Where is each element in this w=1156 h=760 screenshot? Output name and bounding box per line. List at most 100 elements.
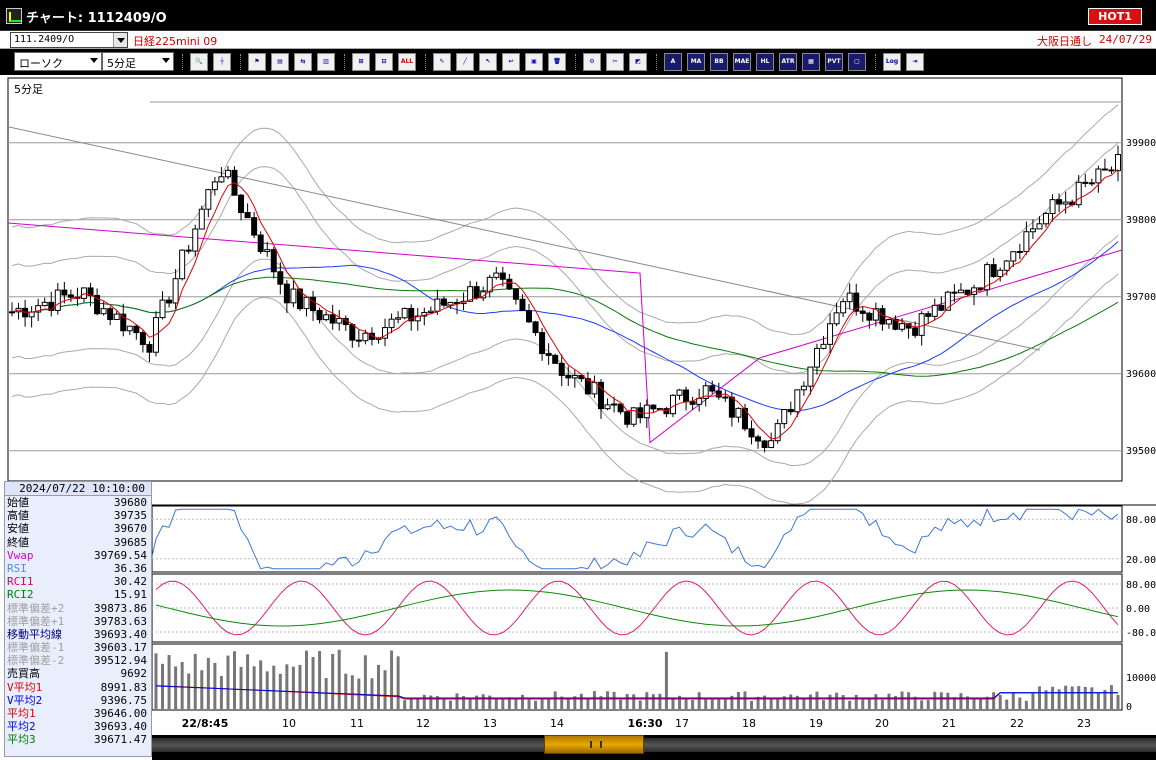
timeframe-select[interactable]: 5分足 — [102, 52, 174, 71]
zoom-button[interactable]: 🔍 — [190, 53, 208, 71]
volume-bar — [1090, 687, 1094, 709]
log-button[interactable]: Log — [883, 53, 901, 71]
bar-mode-2-button[interactable]: ⊟ — [375, 53, 393, 71]
volume-bar — [1024, 700, 1028, 709]
line-tool-button[interactable]: ╱ — [456, 53, 474, 71]
memo-button[interactable]: ▣ — [525, 53, 543, 71]
candle-body — [447, 301, 454, 306]
hot-button[interactable]: HOT1 — [1088, 8, 1142, 25]
pen-button[interactable]: ✎ — [433, 53, 451, 71]
volume-bar — [920, 700, 924, 709]
info-label: 標準偏差-2 — [7, 654, 65, 668]
indicator-1-button[interactable]: A — [664, 53, 682, 71]
all-button[interactable]: ALL — [398, 53, 416, 71]
volume-bar — [1096, 692, 1100, 709]
trash-button[interactable]: 🗑 — [548, 53, 566, 71]
indicator-hl-button[interactable]: HL — [756, 53, 774, 71]
time-tick-label: 22/8:45 — [182, 717, 229, 730]
volume-bar — [704, 698, 708, 709]
settings-button[interactable]: ⚙ — [583, 53, 601, 71]
volume-bar — [782, 696, 786, 709]
candle-body — [87, 287, 94, 297]
compare-button[interactable]: ⇆ — [294, 53, 312, 71]
title-bar[interactable]: チャート: 1112409/O HOT1 — [0, 0, 1156, 31]
candle-body — [355, 339, 362, 342]
chart-style-button[interactable]: ▤ — [271, 53, 289, 71]
indicator-2-button[interactable]: ▦ — [802, 53, 820, 71]
info-label: 標準偏差+1 — [7, 614, 65, 628]
chevron-down-icon[interactable] — [113, 33, 127, 47]
candle-body — [486, 276, 493, 293]
scrollbar-track[interactable] — [152, 738, 1156, 752]
candle-body — [604, 404, 611, 410]
volume-bar — [907, 692, 911, 709]
volume-bar — [200, 670, 204, 709]
volume-bar — [867, 698, 871, 709]
crosshair-button[interactable]: ┼ — [213, 53, 231, 71]
candle-body — [866, 312, 873, 321]
volume-bar — [926, 699, 930, 709]
symbol-select[interactable]: 111.2409/O — [10, 32, 128, 48]
candle-body — [840, 301, 847, 314]
undo-button[interactable]: ↩ — [502, 53, 520, 71]
volume-bar — [979, 698, 983, 709]
tools-button[interactable]: ✂ — [606, 53, 624, 71]
volume-bar — [304, 650, 308, 709]
volume-bar — [815, 691, 819, 709]
candle-body — [290, 288, 297, 304]
volume-bar — [691, 699, 695, 709]
info-panel: 2024/07/22 10:10:00 始値 39680 高値 39735 安値 3967… — [4, 481, 152, 757]
info-label: Vwap — [7, 548, 34, 562]
info-value: 30.42 — [113, 575, 147, 589]
indicator-pvt-button[interactable]: PVT — [825, 53, 843, 71]
volume-tick-label: 10000 — [1126, 673, 1156, 684]
chart-canvas[interactable]: 39900 39800 39700 39600 39500 80.00 20.00 80.00… — [0, 76, 1156, 760]
info-value: 39693.40 — [94, 627, 147, 641]
indicator-mae-button[interactable]: MAE — [733, 53, 751, 71]
candle-body — [532, 321, 539, 334]
info-value: 39685 — [113, 535, 147, 549]
chevron-down-icon[interactable] — [87, 53, 101, 70]
volume-bar — [651, 694, 655, 709]
horizontal-scrollbar[interactable] — [152, 735, 1156, 760]
info-label: 移動平均線 — [7, 627, 62, 641]
indicator-bb-button[interactable]: BB — [710, 53, 728, 71]
rsi-tick-label: 80.00 — [1126, 515, 1156, 526]
candle-body — [853, 292, 860, 312]
chevron-down-icon[interactable] — [159, 53, 173, 70]
candle-body — [552, 354, 559, 364]
toolbar-separator — [575, 54, 577, 70]
candle-body — [984, 264, 991, 291]
chart-type-select[interactable]: ローソク — [14, 52, 102, 71]
indicator-frame-button[interactable]: ▢ — [848, 53, 866, 71]
pointer-button[interactable]: ↖ — [479, 53, 497, 71]
time-tick-label: 10 — [282, 717, 296, 730]
volume-bar — [586, 698, 590, 709]
info-value: 39512.94 — [94, 654, 147, 668]
candle-body — [833, 312, 840, 325]
candle-body — [768, 440, 775, 449]
chart-area[interactable]: 39900 39800 39700 39600 39500 80.00 20.00 80.00… — [0, 76, 1156, 760]
scrollbar-thumb[interactable] — [544, 735, 644, 754]
color-button[interactable]: ◩ — [629, 53, 647, 71]
volume-bar — [527, 699, 531, 709]
bar-mode-button[interactable]: ⊞ — [352, 53, 370, 71]
volume-bar — [219, 676, 223, 709]
indicator-atr-button[interactable]: ATR — [779, 53, 797, 71]
candle-body — [519, 298, 526, 312]
lock-button[interactable]: ▥ — [317, 53, 335, 71]
info-value: 9396.75 — [100, 693, 147, 707]
candle-mark-button[interactable]: ⚑ — [248, 53, 266, 71]
indicator-ma-button[interactable]: MA — [687, 53, 705, 71]
candle-body — [800, 385, 807, 391]
candle-body — [493, 272, 500, 278]
std-band-line — [11, 142, 1119, 374]
candle-body — [238, 194, 245, 214]
candle-body — [617, 403, 624, 413]
candle-body — [100, 308, 107, 315]
volume-bar — [239, 666, 243, 709]
info-datetime: 2024/07/22 10:10:00 — [5, 482, 151, 496]
exit-button[interactable]: ⇥ — [906, 53, 924, 71]
candle-body — [1049, 199, 1056, 214]
candle-body — [166, 299, 173, 304]
